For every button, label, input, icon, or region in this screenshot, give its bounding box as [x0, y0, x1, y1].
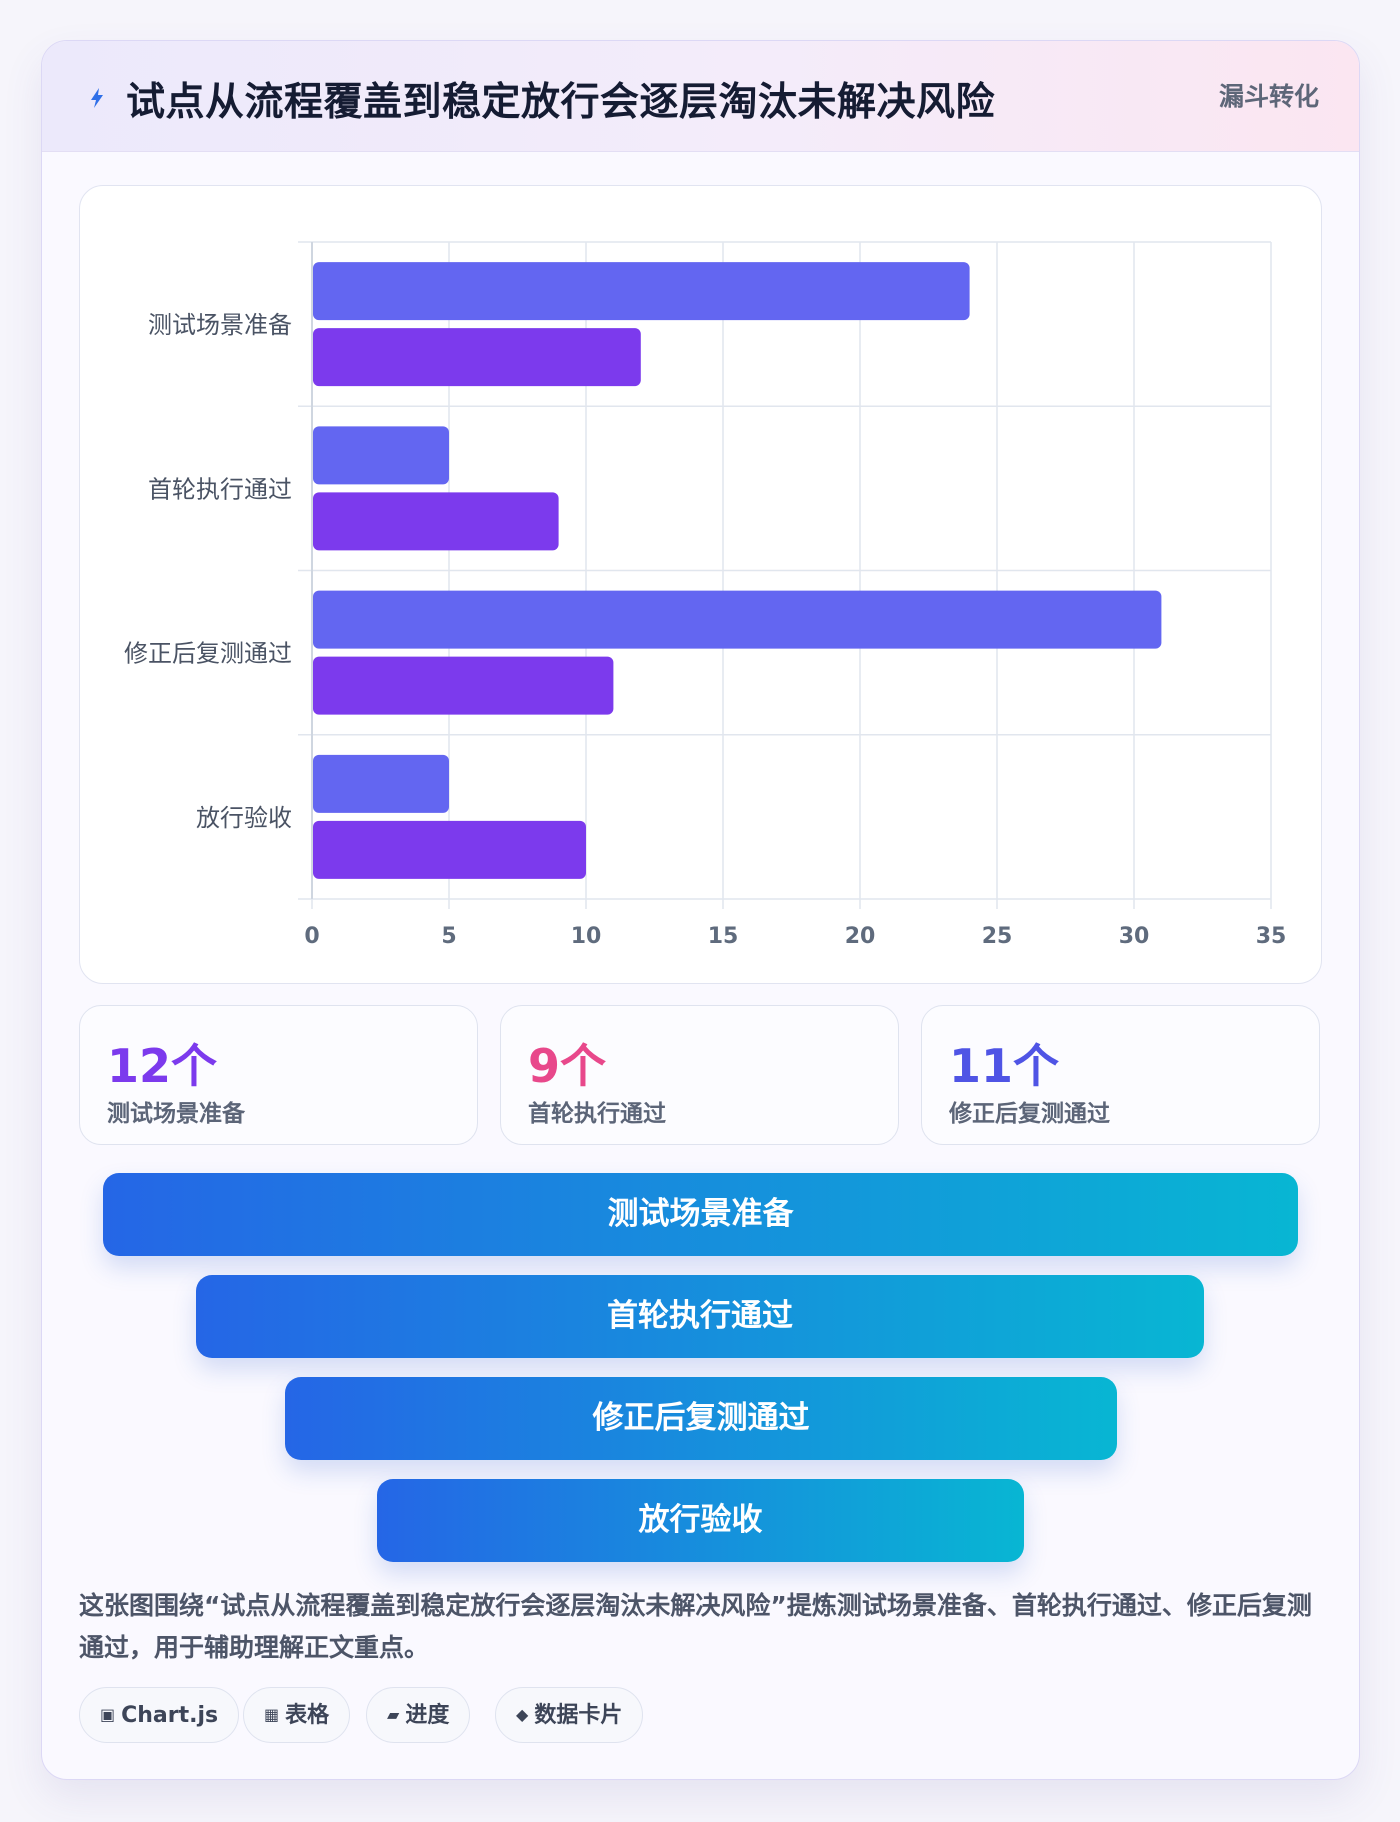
chart-description: 这张图围绕“试点从流程覆盖到稳定放行会逐层淘汰未解决风险”提炼测试场景准备、首轮… — [79, 1591, 1312, 1662]
stat-value: 12个 — [107, 1039, 218, 1093]
stat-value: 11个 — [949, 1039, 1060, 1093]
stat-value: 9个 — [528, 1039, 607, 1093]
chip-label: 数据卡片 — [534, 1703, 623, 1728]
x-tick-label: 15 — [708, 924, 739, 949]
bar — [313, 262, 970, 321]
y-category-label: 首轮执行通过 — [148, 475, 292, 503]
stat-label: 首轮执行通过 — [528, 1101, 666, 1127]
bar — [313, 328, 641, 387]
funnel-step: 测试场景准备 — [103, 1173, 1298, 1256]
lightning-icon — [91, 88, 103, 108]
stat-label: 测试场景准备 — [107, 1101, 245, 1127]
funnel-step: 首轮执行通过 — [196, 1275, 1204, 1358]
chip-chartjs[interactable]: ▣ Chart.js — [79, 1687, 240, 1743]
chart-type-tag: 漏斗转化 — [1218, 82, 1319, 111]
bar — [313, 492, 559, 551]
bar — [313, 656, 614, 715]
chip-label: 进度 — [405, 1703, 450, 1728]
bar-chart: 0 5 10 15 20 25 30 35 测试场景准备 首轮执行通过修正后复测通过放行验收 — [79, 185, 1322, 984]
x-tick-label: 35 — [1256, 924, 1287, 949]
x-tick-label: 0 — [304, 924, 319, 949]
card-header: 试点从流程覆盖到稳定放行会逐层淘汰未解决风险 漏斗转化 — [42, 41, 1359, 152]
y-category-label: 放行验收 — [196, 804, 292, 832]
table-icon: ▦ — [264, 1705, 280, 1724]
chart-icon: ▣ — [100, 1705, 116, 1724]
chip-label: Chart.js — [121, 1703, 219, 1728]
x-tick-label: 20 — [845, 924, 876, 949]
bar — [313, 820, 586, 879]
funnel-step: 放行验收 — [377, 1479, 1024, 1562]
stat-label: 修正后复测通过 — [949, 1101, 1110, 1127]
x-tick-label: 25 — [982, 924, 1013, 949]
x-tick-label: 10 — [571, 924, 602, 949]
bar — [313, 754, 449, 813]
chart-title: 试点从流程覆盖到稳定放行会逐层淘汰未解决风险 — [126, 80, 996, 125]
progress-icon: ▰ — [387, 1705, 400, 1724]
y-category-label: 修正后复测通过 — [124, 640, 292, 668]
card-icon: ◆ — [516, 1705, 529, 1724]
stat-card: 11个 修正后复测通过 — [921, 1005, 1320, 1145]
x-tick-label: 30 — [1119, 924, 1150, 949]
chip-progress[interactable]: ▰ 进度 — [366, 1687, 471, 1743]
chip-label: 表格 — [285, 1703, 330, 1728]
stat-cards: 12个 测试场景准备 9个 首轮执行通过 11个 修正后复测通过 — [79, 1005, 1320, 1147]
funnel-step: 修正后复测通过 — [285, 1377, 1117, 1460]
chip-data-cards[interactable]: ◆ 数据卡片 — [495, 1687, 644, 1743]
stat-card: 12个 测试场景准备 — [79, 1005, 478, 1145]
chip-table[interactable]: ▦ 表格 — [243, 1687, 351, 1743]
bar — [313, 426, 449, 485]
y-category-label: 测试场景准备 — [148, 311, 292, 339]
x-tick-label: 5 — [441, 924, 456, 949]
stat-card: 9个 首轮执行通过 — [500, 1005, 899, 1145]
bar — [313, 590, 1162, 649]
chart-card: 试点从流程覆盖到稳定放行会逐层淘汰未解决风险 漏斗转化 0 5 10 15 20 25 30… — [41, 40, 1360, 1780]
